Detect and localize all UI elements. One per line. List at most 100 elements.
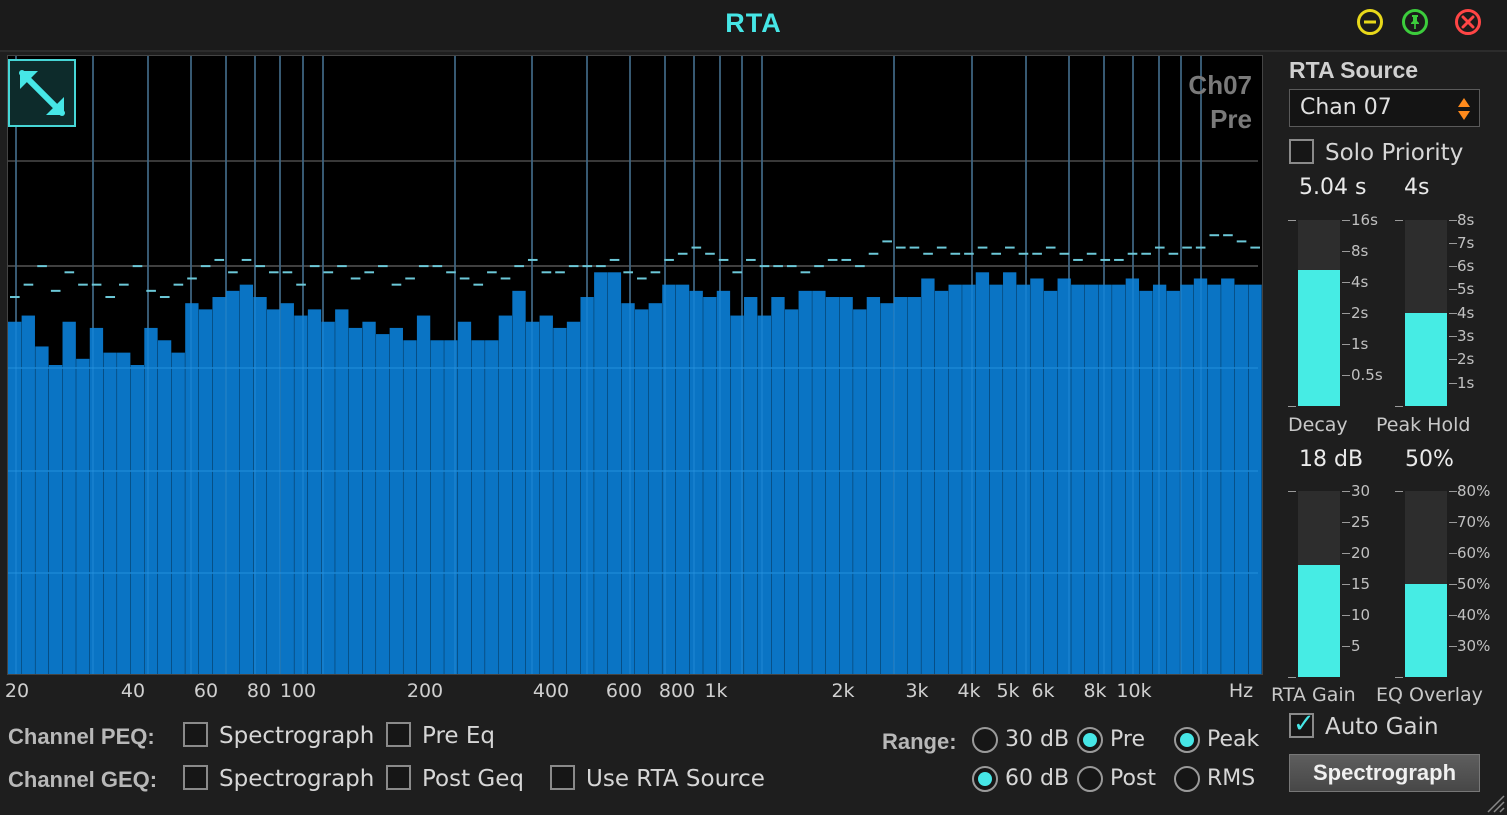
channel-tap: Pre	[1210, 104, 1252, 134]
rta-gain-slider-fill	[1298, 565, 1340, 677]
freq-label-8k: 8k	[1083, 680, 1107, 702]
minus-icon	[1364, 20, 1376, 24]
post-radio[interactable]	[1077, 766, 1103, 792]
solo-priority-checkbox[interactable]	[1289, 139, 1314, 164]
rta-source-select[interactable]: Chan 07	[1289, 89, 1480, 127]
rta-bar	[553, 327, 567, 674]
rta-bar	[1098, 284, 1112, 674]
rta-bar	[226, 290, 240, 674]
post-geq-checkbox[interactable]	[386, 765, 411, 790]
rta-bar	[839, 297, 853, 674]
peak-hold-slider[interactable]	[1405, 220, 1447, 406]
rta-bar	[348, 327, 363, 674]
freq-label-3k: 3k	[905, 680, 929, 702]
channel-label: Ch07 Pre	[1188, 68, 1252, 136]
rta-bar	[239, 284, 254, 674]
auto-gain-checkbox[interactable]: ✓	[1289, 709, 1315, 739]
rta-bar	[1043, 290, 1058, 674]
peak-radio[interactable]	[1174, 727, 1200, 753]
freq-label-4k: 4k	[957, 680, 981, 702]
updown-arrows-icon	[1458, 98, 1470, 120]
rta-bar	[907, 297, 921, 674]
rta-bar	[389, 327, 403, 674]
rta-bar	[498, 315, 513, 674]
rta-bar	[212, 297, 226, 674]
eq-overlay-tick-50: 50%	[1457, 575, 1491, 593]
freq-label-40: 40	[120, 680, 146, 702]
resize-grip-icon[interactable]	[1483, 791, 1505, 813]
rta-bar	[103, 352, 117, 674]
peq-spectrograph-checkbox[interactable]	[183, 722, 208, 747]
freq-label-20: 20	[4, 680, 30, 702]
rta-bar	[335, 309, 349, 674]
eq-overlay-tick-80: 80%	[1457, 482, 1491, 500]
rta-bar	[962, 284, 976, 674]
peak-label: Peak	[1207, 727, 1260, 752]
solo-priority-label: Solo Priority	[1325, 140, 1464, 166]
rta-bar	[934, 290, 949, 674]
rta-bar	[1030, 278, 1044, 674]
eq-overlay-value: 50%	[1405, 447, 1454, 472]
use-rta-source-checkbox[interactable]	[550, 765, 575, 790]
rta-graph: Ch07 Pre	[7, 55, 1263, 675]
minimize-button[interactable]	[1357, 9, 1383, 35]
decay-slider-fill	[1298, 270, 1340, 406]
range-60db-label: 60 dB	[1005, 766, 1070, 791]
freq-label-80: 80	[246, 680, 272, 702]
freq-label-400: 400	[532, 680, 570, 702]
auto-gain-label: Auto Gain	[1325, 714, 1439, 740]
rta-bar	[689, 290, 703, 674]
close-icon	[1461, 15, 1475, 29]
rta-bar	[157, 340, 172, 674]
decay-slider[interactable]	[1298, 220, 1340, 406]
rta-bar	[76, 358, 90, 674]
rta-bar	[730, 315, 744, 674]
rta-bar	[1003, 272, 1017, 674]
rta-bar	[1057, 278, 1071, 674]
rta-bar	[853, 309, 867, 674]
rta-bar	[416, 315, 431, 674]
freq-unit-label: Hz	[1228, 680, 1254, 702]
rta-gain-slider[interactable]	[1298, 491, 1340, 677]
pin-button[interactable]	[1402, 9, 1428, 35]
rta-bar	[35, 346, 49, 674]
rta-bar	[307, 309, 322, 674]
rta-bar	[403, 340, 417, 674]
pre-radio[interactable]	[1077, 727, 1103, 753]
rta-bar	[362, 321, 376, 674]
title-bar: RTA	[0, 0, 1507, 52]
freq-label-5k: 5k	[996, 680, 1020, 702]
peak-hold-tick-8s: 8s	[1457, 211, 1475, 229]
freq-label-1k: 1k	[704, 680, 728, 702]
rta-bar	[539, 315, 553, 674]
rta-bar	[1166, 290, 1180, 674]
range-30db-radio[interactable]	[972, 727, 998, 753]
rta-bar	[1071, 284, 1085, 674]
rta-bar	[144, 327, 158, 674]
rta-gain-tick-30: 30	[1351, 482, 1371, 500]
pre-label: Pre	[1110, 727, 1145, 752]
rta-spectrum	[8, 56, 1262, 674]
geq-spectrograph-checkbox[interactable]	[183, 765, 208, 790]
decay-tick-4s: 4s	[1351, 273, 1369, 291]
checkmark-icon: ✓	[1293, 709, 1315, 739]
rta-bar	[457, 321, 472, 674]
range-60db-radio[interactable]	[972, 766, 998, 792]
decay-tick-8s: 8s	[1351, 242, 1369, 260]
eq-overlay-slider-fill	[1405, 584, 1447, 677]
rta-bar	[893, 297, 908, 674]
rta-bar	[512, 290, 526, 674]
spectrograph-button[interactable]: Spectrograph	[1289, 754, 1480, 792]
pre-eq-checkbox[interactable]	[386, 722, 411, 747]
expand-button[interactable]	[8, 59, 76, 127]
rta-bar	[198, 309, 213, 674]
eq-overlay-slider[interactable]	[1405, 491, 1447, 677]
rta-bar	[825, 297, 840, 674]
rta-bar	[812, 290, 826, 674]
eq-overlay-tick-40: 40%	[1457, 606, 1491, 624]
rta-bar	[771, 297, 785, 674]
rms-radio[interactable]	[1174, 766, 1200, 792]
close-button[interactable]	[1455, 9, 1481, 35]
rta-source-value: Chan 07	[1300, 95, 1392, 120]
rms-label: RMS	[1207, 766, 1256, 791]
